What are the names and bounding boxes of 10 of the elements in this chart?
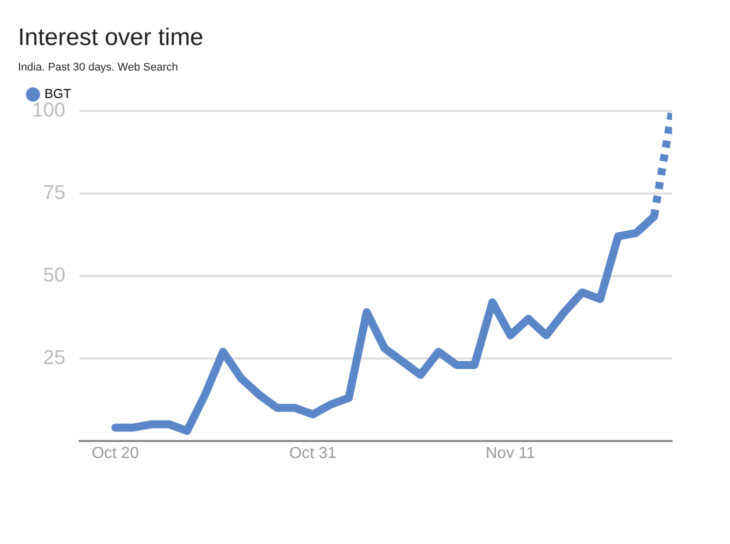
legend-label: BGT — [44, 86, 72, 102]
y-tick-label: 50 — [43, 264, 66, 286]
y-tick-label: 100 — [32, 100, 66, 122]
y-tick-label: 25 — [43, 346, 66, 369]
x-tick-label: Oct 31 — [289, 444, 336, 462]
chart-title: Interest over time — [18, 24, 204, 52]
x-tick-label: Nov 11 — [486, 444, 536, 462]
x-tick-label: Oct 20 — [92, 444, 139, 462]
chart-subtitle: India. Past 30 days. Web Search — [18, 61, 178, 74]
y-tick-label: 75 — [43, 182, 66, 204]
